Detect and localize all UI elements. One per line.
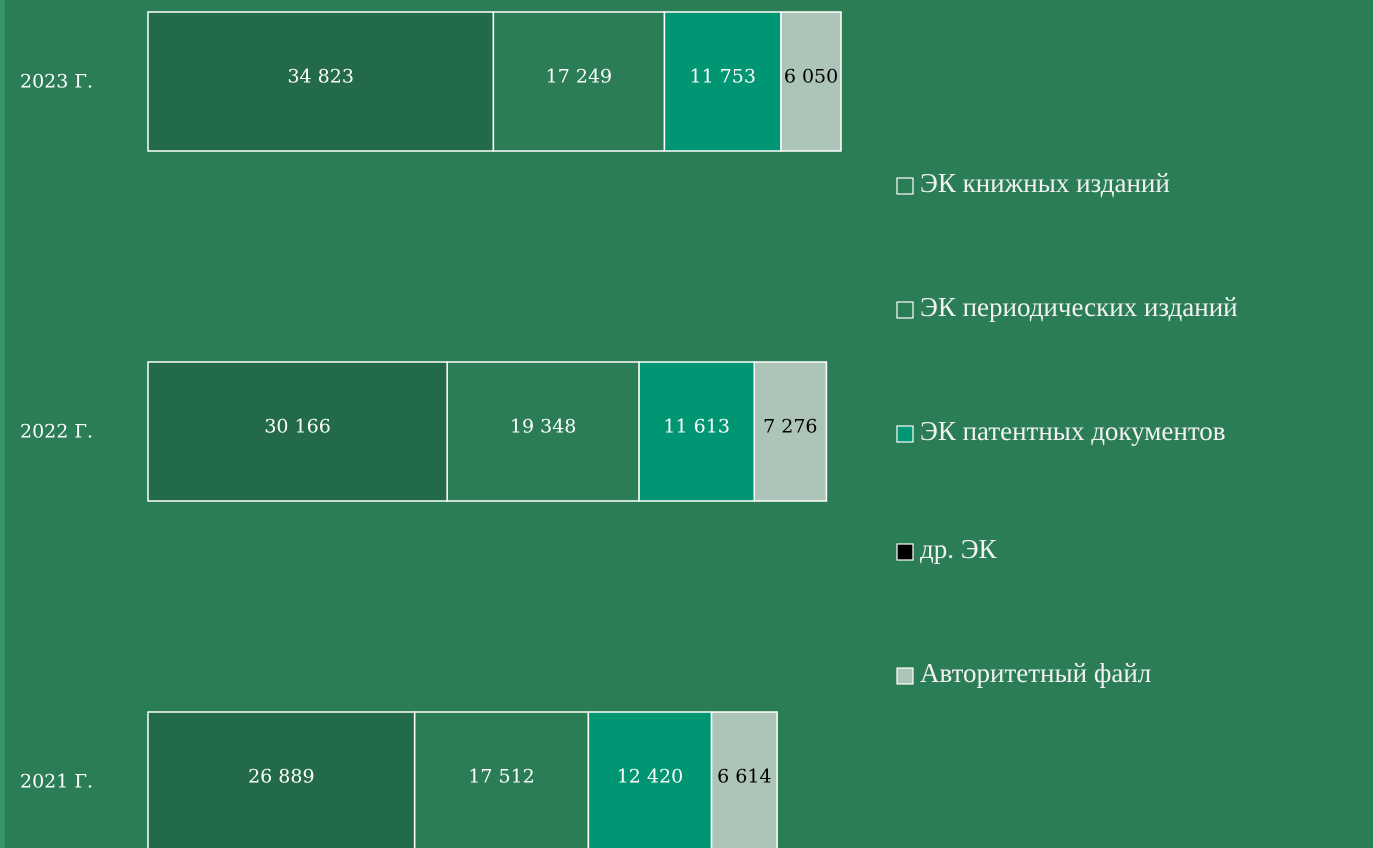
value-label: 17 249 [546,66,612,88]
value-label: 7 276 [763,416,817,438]
legend-label: ЭК периодических изданий [920,292,1238,322]
left-edge [0,0,5,848]
value-label: 30 166 [264,416,330,438]
legend-label: Авторитетный файл [920,658,1151,688]
legend-label: др. ЭК [920,534,998,564]
legend-swatch [896,301,914,319]
bar-segment [663,11,782,152]
legend-label: ЭК патентных документов [920,416,1226,446]
value-label: 34 823 [287,66,353,88]
category-label: 2021 Г. [20,771,93,793]
bar-segment [638,361,756,502]
bar-segment [147,711,416,848]
bar-segment [413,711,590,848]
bar-segment [753,361,828,502]
value-label: 26 889 [248,766,314,788]
value-label: 17 512 [468,766,534,788]
value-label: 11 753 [689,66,755,88]
bar-segment [492,11,666,152]
bar-segment [446,361,640,502]
bar-segment [780,11,842,152]
legend-swatch [896,425,914,443]
value-label: 19 348 [510,416,576,438]
value-label: 11 613 [663,416,729,438]
legend-swatch [896,667,914,685]
value-label: 12 420 [617,766,683,788]
bar-segment [147,361,448,502]
category-label: 2023 Г. [20,71,93,93]
legend-swatch [896,543,914,561]
legend-label: ЭК книжных изданий [920,168,1170,198]
bar-segment [587,711,713,848]
bar-segment [710,711,778,848]
value-label: 6 614 [717,766,771,788]
value-label: 6 050 [784,66,838,88]
bar-segment [147,11,495,152]
category-label: 2022 Г. [20,421,93,443]
legend-swatch [896,177,914,195]
